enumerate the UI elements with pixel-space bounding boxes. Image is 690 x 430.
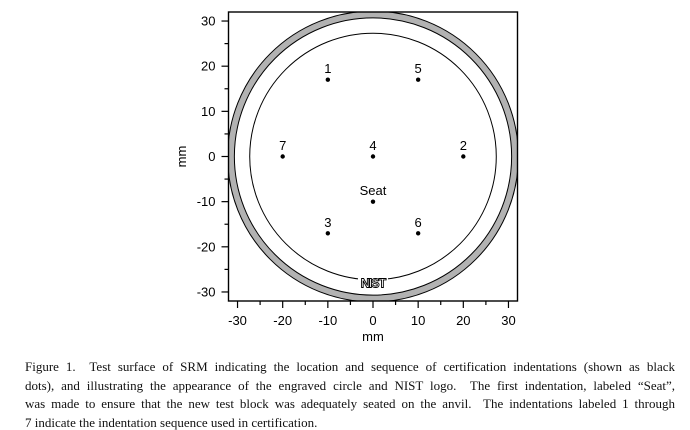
x-tick-label: 0 bbox=[369, 313, 376, 328]
y-tick-label: 20 bbox=[201, 59, 215, 74]
caption-line-1: Figure 1. Test surface of SRM indicating… bbox=[25, 359, 675, 374]
block-edge-inner-line bbox=[233, 17, 513, 296]
srm-test-surface-chart: NIST -30 -20 -10 0 10 20 30 -30 -20 -10 0 10 20 30 mm mm… bbox=[174, 11, 519, 344]
indentation-dot-4 bbox=[370, 154, 376, 159]
x-axis-title: mm bbox=[362, 329, 384, 344]
nist-logo-background bbox=[358, 276, 388, 289]
y-tick-label: -30 bbox=[197, 284, 216, 299]
indentation-label-1: 1 bbox=[324, 61, 331, 76]
indentation-label-2: 2 bbox=[460, 138, 467, 153]
x-tick-label: 10 bbox=[411, 313, 425, 328]
x-tick-label: -20 bbox=[273, 313, 292, 328]
nist-logo: NIST bbox=[361, 276, 387, 290]
y-axis-title: mm bbox=[174, 146, 189, 168]
y-tick-label: -10 bbox=[197, 194, 216, 209]
x-tick-label: 20 bbox=[456, 313, 470, 328]
y-tick-label: 10 bbox=[201, 104, 215, 119]
indentation-label-3: 3 bbox=[324, 215, 331, 230]
indentation-dot-2 bbox=[461, 154, 466, 159]
indentation-dot-3 bbox=[325, 231, 331, 236]
indentation-dot-5 bbox=[415, 77, 421, 82]
x-tick-label: -10 bbox=[318, 313, 337, 328]
y-tick-label: 0 bbox=[208, 149, 215, 164]
indentation-label-4: 4 bbox=[369, 138, 376, 153]
indentation-label-seat: Seat bbox=[360, 183, 387, 198]
caption-line-3: was made to ensure that the new test blo… bbox=[25, 396, 675, 411]
x-tick-label: 30 bbox=[501, 313, 515, 328]
indentation-dot-1 bbox=[325, 77, 331, 82]
indentation-label-5: 5 bbox=[415, 61, 422, 76]
indentation-dot-seat bbox=[370, 199, 376, 204]
caption-line-4: 7 indicate the indentation sequence used… bbox=[25, 414, 318, 430]
figure-caption: Figure 1. Test surface of SRM indicating… bbox=[25, 358, 675, 430]
y-tick-label: -20 bbox=[197, 239, 216, 254]
indentation-label-7: 7 bbox=[279, 138, 286, 153]
indentation-dot-6 bbox=[415, 231, 421, 236]
indentation-label-6: 6 bbox=[415, 215, 422, 230]
caption-line-2: dots), and illustrating the appearance o… bbox=[25, 377, 675, 393]
block-edge-ring bbox=[228, 12, 518, 301]
indentation-dot-7 bbox=[280, 154, 285, 159]
y-tick-label: 30 bbox=[201, 14, 215, 29]
x-tick-label: -30 bbox=[228, 313, 247, 328]
